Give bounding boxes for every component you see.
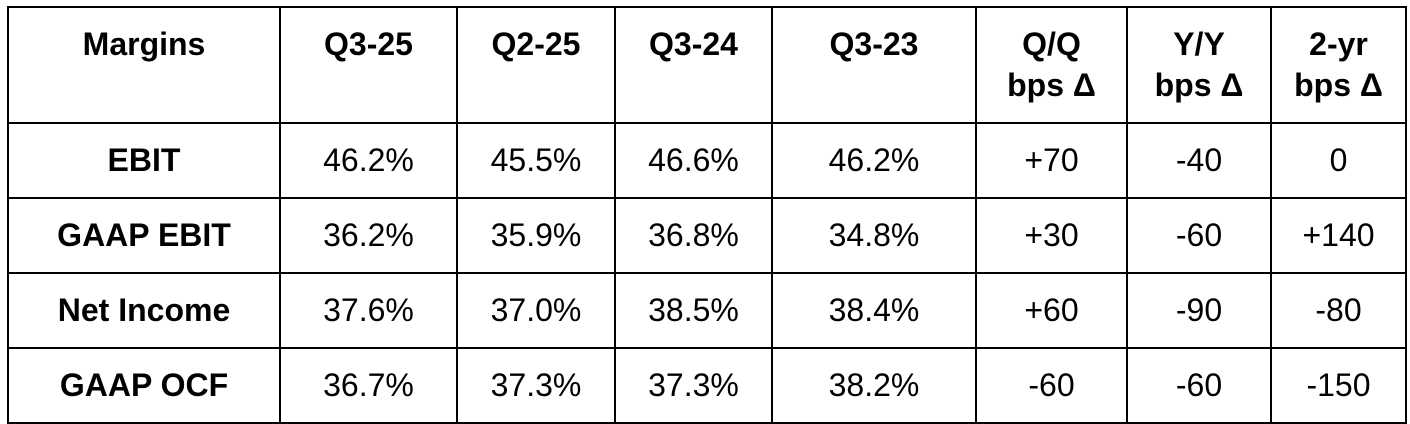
cell-q3-25: 46.2% (279, 122, 458, 199)
cell-q3-23: 34.8% (771, 197, 977, 274)
cell-q3-24: 36.8% (614, 197, 773, 274)
cell-q3-25: 36.7% (279, 347, 458, 424)
table-row-gaap-ebit: GAAP EBIT 36.2% 35.9% 36.8% 34.8% +30 -6… (7, 197, 1407, 274)
header-margins: Margins (7, 6, 281, 124)
header-2yr-line1: 2-yr (1309, 26, 1368, 62)
cell-q3-24: 38.5% (614, 272, 773, 349)
header-row: Margins Q3-25 Q2-25 Q3-24 Q3-23 Q/Q bps … (7, 6, 1407, 124)
cell-q3-24: 46.6% (614, 122, 773, 199)
cell-q2-25: 45.5% (456, 122, 616, 199)
header-qq-line1: Q/Q (1022, 26, 1081, 62)
cell-2yr-bps: -80 (1270, 272, 1407, 349)
cell-yy-bps: -40 (1126, 122, 1272, 199)
header-2yr-bps: 2-yr bps Δ (1270, 6, 1407, 124)
header-q2-25: Q2-25 (456, 6, 616, 124)
header-q3-23: Q3-23 (771, 6, 977, 124)
header-yy-line2: bps Δ (1154, 67, 1244, 103)
cell-q3-24: 37.3% (614, 347, 773, 424)
header-yy-line1: Y/Y (1173, 26, 1225, 62)
row-label: GAAP EBIT (7, 197, 281, 274)
cell-qq-bps: +70 (975, 122, 1128, 199)
cell-q3-23: 46.2% (771, 122, 977, 199)
cell-yy-bps: -90 (1126, 272, 1272, 349)
header-q3-25: Q3-25 (279, 6, 458, 124)
cell-2yr-bps: +140 (1270, 197, 1407, 274)
header-2yr-line2: bps Δ (1294, 67, 1383, 103)
cell-2yr-bps: 0 (1270, 122, 1407, 199)
header-yy-bps: Y/Y bps Δ (1126, 6, 1272, 124)
cell-q2-25: 37.3% (456, 347, 616, 424)
cell-yy-bps: -60 (1126, 197, 1272, 274)
header-q3-24: Q3-24 (614, 6, 773, 124)
row-label: Net Income (7, 272, 281, 349)
header-qq-bps: Q/Q bps Δ (975, 6, 1128, 124)
table-row-gaap-ocf: GAAP OCF 36.7% 37.3% 37.3% 38.2% -60 -60… (7, 347, 1407, 424)
table-row-ebit: EBIT 46.2% 45.5% 46.6% 46.2% +70 -40 0 (7, 122, 1407, 199)
cell-2yr-bps: -150 (1270, 347, 1407, 424)
cell-q2-25: 35.9% (456, 197, 616, 274)
cell-yy-bps: -60 (1126, 347, 1272, 424)
cell-q2-25: 37.0% (456, 272, 616, 349)
margins-table: Margins Q3-25 Q2-25 Q3-24 Q3-23 Q/Q bps … (7, 6, 1407, 424)
cell-q3-25: 37.6% (279, 272, 458, 349)
row-label: EBIT (7, 122, 281, 199)
header-qq-line2: bps Δ (1007, 67, 1096, 103)
cell-qq-bps: +60 (975, 272, 1128, 349)
cell-qq-bps: -60 (975, 347, 1128, 424)
cell-q3-23: 38.4% (771, 272, 977, 349)
table-row-net-income: Net Income 37.6% 37.0% 38.5% 38.4% +60 -… (7, 272, 1407, 349)
cell-qq-bps: +30 (975, 197, 1128, 274)
cell-q3-23: 38.2% (771, 347, 977, 424)
row-label: GAAP OCF (7, 347, 281, 424)
cell-q3-25: 36.2% (279, 197, 458, 274)
